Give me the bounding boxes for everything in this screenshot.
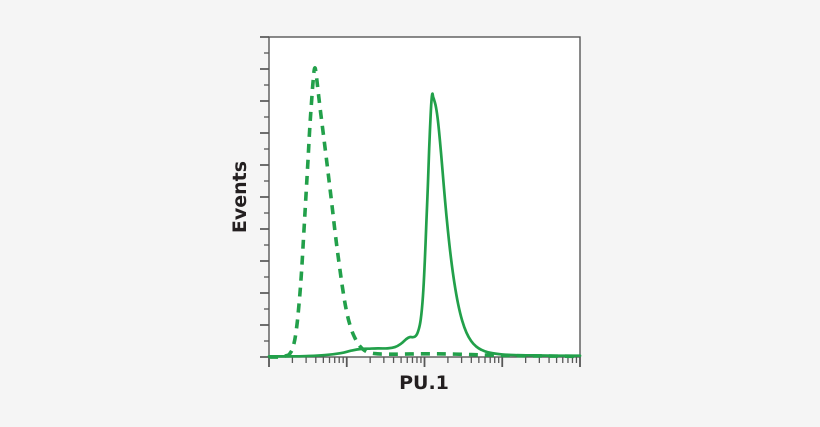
y-axis-ticks — [260, 36, 269, 358]
plot-area-background — [269, 37, 580, 357]
data-curves — [267, 66, 582, 359]
y-axis-title: Events — [229, 161, 251, 233]
control-histogram-curve — [268, 66, 581, 359]
x-axis-ticks — [268, 357, 581, 367]
stained-histogram-curve — [267, 92, 582, 358]
x-axis-title: PU.1 — [399, 372, 449, 394]
